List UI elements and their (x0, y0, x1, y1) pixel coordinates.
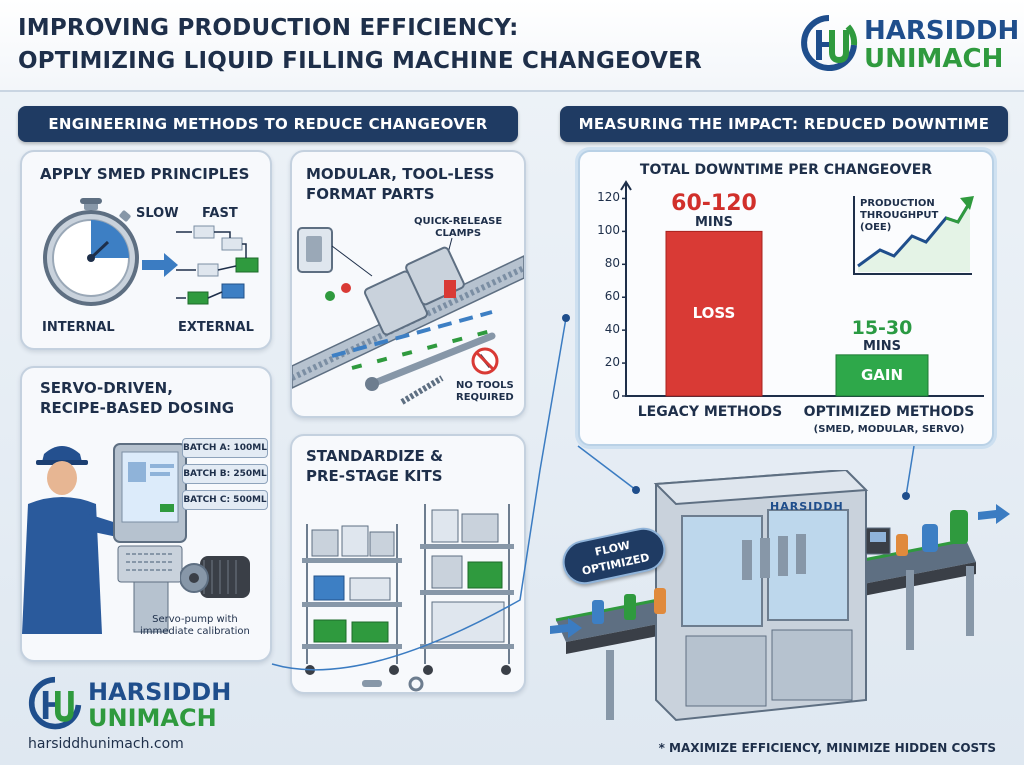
y-tick-label: 120 (597, 190, 620, 205)
smed-panel: APPLY SMED PRINCIPLES SLOW FAST INTERNAL… (20, 150, 272, 350)
kit-carts-icon (302, 504, 514, 692)
logo-mark-icon (801, 14, 858, 71)
header-logo: HARSIDDH UNIMACH (800, 14, 1019, 76)
smed-slow-label: SLOW (136, 206, 179, 221)
servo-title: SERVO-DRIVEN, RECIPE-BASED DOSING (40, 378, 234, 418)
servo-title-line2: RECIPE-BASED DOSING (40, 399, 235, 417)
bar-value-legacy: 60-120 (671, 191, 757, 217)
smed-fast-label: FAST (202, 206, 238, 221)
y-axis-arrow (620, 180, 632, 191)
bar-legacy (665, 230, 763, 397)
throughput-trend-icon (853, 196, 974, 275)
logo-name-line1: HARSIDDH (864, 16, 1020, 46)
methods-banner: ENGINEERING METHODS TO REDUCE CHANGEOVER (18, 106, 518, 142)
clamps-label-line1: QUICK-RELEASE (414, 216, 503, 227)
servo-pump-label-line1: Servo-pump with (152, 614, 238, 625)
chart-title: TOTAL DOWNTIME PER CHANGEOVER (639, 162, 933, 178)
kits-title: STANDARDIZE & PRE-STAGE KITS (306, 446, 443, 486)
batch-c-button[interactable]: BATCH C: 500ML (182, 490, 268, 510)
process-flow-icon (176, 225, 259, 305)
clamps-label-line2: CLAMPS (435, 228, 482, 239)
operator-icon (22, 443, 187, 634)
inset-label-line2: THROUGHPUT (860, 210, 939, 221)
no-tools-icon (471, 347, 499, 375)
page-title-line2: OPTIMIZING LIQUID FILLING MACHINE CHANGE… (18, 48, 702, 74)
no-tools-label-line2: REQUIRED (456, 392, 514, 403)
stopwatch-icon (43, 198, 139, 306)
servo-title-line1: SERVO-DRIVEN, (40, 379, 173, 397)
y-tick-label: 0 (612, 388, 620, 402)
category-subtitle-optimized: (SMED, MODULAR, SERVO) (813, 424, 965, 435)
modular-panel: MODULAR, TOOL-LESS FORMAT PARTS QUICK-RE… (290, 150, 526, 418)
y-tick-label: 40 (604, 322, 620, 337)
page-title-line1: IMPROVING PRODUCTION EFFICIENCY: (18, 15, 519, 41)
no-tools-label-line1: NO TOOLS (456, 380, 514, 391)
servo-pump-label-line2: immediate calibration (140, 626, 250, 637)
downtime-chart (620, 180, 984, 397)
batch-b-button[interactable]: BATCH B: 250ML (182, 464, 268, 484)
bar-unit-optimized: MINS (862, 338, 902, 354)
inset-label: PRODUCTION THROUGHPUT (OEE) (860, 198, 938, 234)
smed-external-label: EXTERNAL (178, 320, 254, 335)
inset-label-line3: (OEE) (860, 222, 892, 233)
category-label-legacy: LEGACY METHODS (637, 404, 783, 420)
filling-machine-illustration (550, 470, 1010, 722)
smed-title: APPLY SMED PRINCIPLES (40, 165, 250, 183)
y-tick-label: 60 (604, 289, 620, 304)
page-title: IMPROVING PRODUCTION EFFICIENCY: OPTIMIZ… (18, 12, 808, 78)
footer-logo-mark-icon (28, 676, 82, 730)
modular-title: MODULAR, TOOL-LESS FORMAT PARTS (306, 164, 494, 204)
inset-label-line1: PRODUCTION (860, 198, 935, 209)
arrow-right-icon (142, 253, 178, 277)
machine-brand-label: HARSIDDH (770, 500, 844, 513)
footer-note: * MAXIMIZE EFFICIENCY, MINIMIZE HIDDEN C… (658, 741, 996, 755)
no-tools-label: NO TOOLS REQUIRED (456, 380, 514, 404)
y-tick-label: 80 (604, 256, 620, 271)
smed-internal-label: INTERNAL (42, 320, 115, 335)
bar-label-gain: GAIN (860, 366, 904, 385)
clamps-label: QUICK-RELEASE CLAMPS (414, 216, 502, 240)
modular-title-line1: MODULAR, TOOL-LESS (306, 165, 495, 183)
footer-logo-line2: UNIMACH (88, 704, 217, 732)
impact-banner: MEASURING THE IMPACT: REDUCED DOWNTIME (560, 106, 1008, 142)
footer-logo-line1: HARSIDDH (88, 678, 232, 706)
servo-panel: SERVO-DRIVEN, RECIPE-BASED DOSING BATCH … (20, 366, 272, 662)
bar-unit-legacy: MINS (694, 215, 734, 231)
servo-pump-label: Servo-pump with immediate calibration (140, 614, 250, 638)
batch-a-button[interactable]: BATCH A: 100ML (182, 438, 268, 458)
bar-label-loss: LOSS (692, 303, 736, 322)
modular-title-line2: FORMAT PARTS (306, 185, 435, 203)
downtime-chart-panel: TOTAL DOWNTIME PER CHANGEOVER 0 20 40 60 80 1… (578, 150, 994, 446)
bar-value-optimized: 15-30 (851, 316, 913, 339)
website-link[interactable]: harsiddhunimach.com (28, 736, 184, 752)
y-tick-label: 100 (597, 223, 620, 238)
footer-logo: HARSIDDH UNIMACH (26, 676, 231, 734)
servo-pump-icon (180, 556, 250, 598)
kits-panel: STANDARDIZE & PRE-STAGE KITS (290, 434, 526, 694)
logo-name-line2: UNIMACH (864, 44, 1004, 74)
y-tick-label: 20 (604, 355, 620, 370)
bar-optimized (835, 354, 929, 397)
kits-title-line2: PRE-STAGE KITS (306, 467, 443, 485)
category-label-optimized: OPTIMIZED METHODS (803, 404, 975, 420)
kits-title-line1: STANDARDIZE & (306, 447, 444, 465)
